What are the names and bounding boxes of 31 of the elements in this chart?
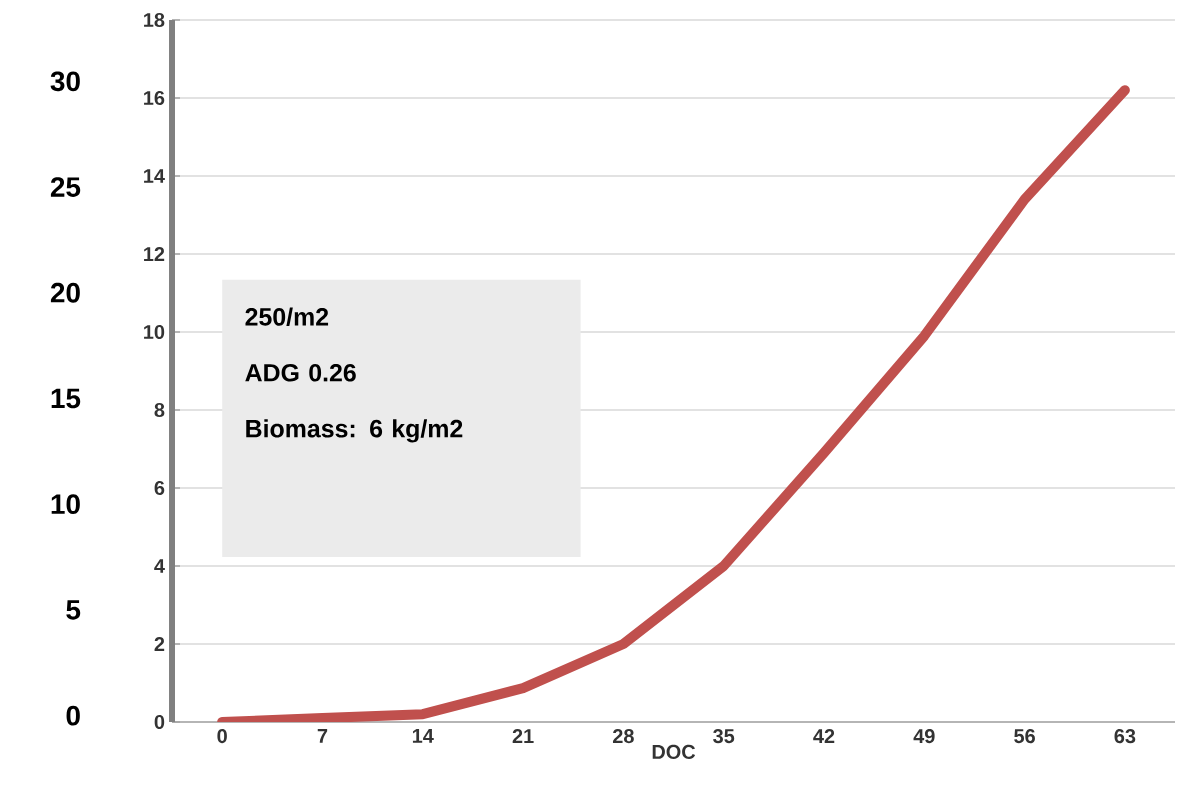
- y-tick-label: 2: [154, 637, 165, 651]
- y2-tick-label: 10: [51, 494, 80, 515]
- y-tick-label: 16: [144, 90, 165, 106]
- x-tick-label: 14: [412, 729, 434, 743]
- annotation: ADG 0.26: [245, 363, 356, 382]
- y-tick-label: 12: [144, 247, 165, 261]
- x-tick-label: 28: [612, 729, 634, 744]
- annotation: 250/m2: [245, 307, 329, 326]
- x-axis-title: DOC: [652, 744, 696, 759]
- y2-tick-label: 30: [50, 71, 80, 92]
- x-tick-label: 49: [913, 729, 935, 744]
- x-tick-label: 56: [1014, 729, 1035, 744]
- x-tick-label: 35: [713, 729, 735, 744]
- x-tick-label: 7: [317, 729, 328, 743]
- y-tick-label: 6: [154, 480, 165, 496]
- x-tick-label: 21: [512, 729, 534, 743]
- y-tick-label: 0: [154, 714, 165, 730]
- y-tick-label: 18: [144, 12, 165, 28]
- annotation: Biomass: 6 kg/m2: [246, 419, 463, 443]
- y-tick-label: 14: [144, 169, 165, 183]
- y-tick-label: 4: [154, 559, 165, 573]
- y2-tick-label: 25: [50, 177, 81, 197]
- y2-tick-label: 0: [66, 705, 80, 726]
- y2-tick-label: 15: [51, 388, 81, 409]
- x-tick-label: 0: [217, 729, 227, 744]
- x-tick-label: 42: [813, 729, 835, 743]
- x-tick-label: 63: [1114, 729, 1136, 744]
- y2-tick-label: 5: [66, 600, 81, 620]
- y2-tick-label: 20: [50, 282, 80, 303]
- y-tick-label: 8: [154, 402, 165, 418]
- y-tick-label: 10: [144, 324, 165, 340]
